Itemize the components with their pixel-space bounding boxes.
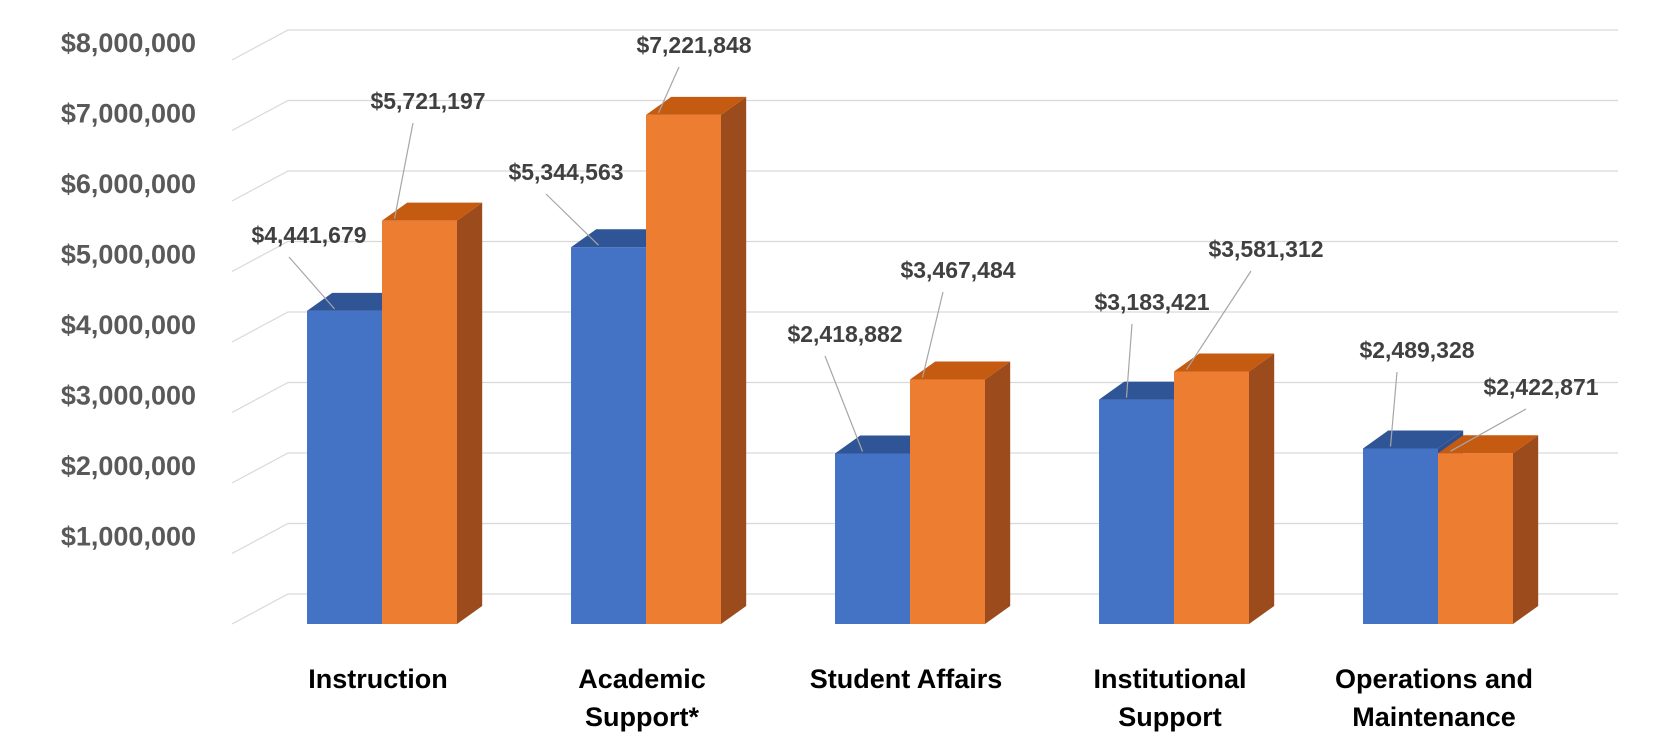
label-leader-line bbox=[1450, 408, 1527, 452]
label-leader-line bbox=[393, 122, 414, 219]
bar bbox=[646, 96, 747, 625]
label-leaders bbox=[288, 66, 1527, 452]
bar-front bbox=[1099, 399, 1174, 624]
category-label: Operations and bbox=[1335, 664, 1533, 694]
bar-front bbox=[571, 247, 646, 624]
bar-side bbox=[1249, 353, 1275, 624]
bar-front bbox=[1363, 448, 1438, 624]
bar-side bbox=[1513, 435, 1539, 624]
gridline bbox=[231, 170, 1618, 202]
label-leader-line bbox=[288, 256, 335, 310]
label-leader-line bbox=[921, 291, 944, 378]
y-axis: $1,000,000 $2,000,000 $3,000,000 $4,000,000… bbox=[61, 28, 196, 552]
label-leader-line bbox=[1389, 371, 1398, 447]
y-tick-label: $2,000,000 bbox=[61, 451, 196, 481]
bar bbox=[1174, 353, 1275, 624]
bar-top bbox=[910, 361, 1011, 380]
bar-side bbox=[457, 202, 483, 624]
data-label: $3,183,421 bbox=[1094, 289, 1209, 315]
gridline bbox=[231, 99, 1618, 132]
x-axis: Instruction Academic Support* Student Affai… bbox=[308, 664, 1533, 732]
data-label: $2,418,882 bbox=[787, 321, 902, 347]
bar bbox=[910, 361, 1011, 624]
bar-top bbox=[1174, 353, 1275, 372]
bars bbox=[307, 96, 1539, 625]
bar-front bbox=[307, 310, 382, 624]
bar-side bbox=[721, 96, 747, 624]
category-label: Instruction bbox=[308, 664, 448, 694]
bar-front bbox=[382, 220, 457, 624]
data-label: $5,344,563 bbox=[508, 159, 623, 185]
y-tick-label: $3,000,000 bbox=[61, 381, 196, 411]
bar-front bbox=[835, 453, 910, 624]
y-tick-label: $1,000,000 bbox=[61, 522, 196, 552]
gridline bbox=[231, 29, 1618, 61]
label-leader-line bbox=[657, 66, 680, 114]
data-labels: $4,441,679 $5,721,197 $5,344,563 $7,221,848… bbox=[251, 32, 1598, 400]
data-label: $3,581,312 bbox=[1208, 236, 1323, 262]
bar-front bbox=[1174, 371, 1249, 624]
bar-top bbox=[382, 202, 483, 221]
label-leader-line bbox=[1185, 270, 1252, 370]
gridline bbox=[231, 311, 1618, 343]
y-tick-label: $5,000,000 bbox=[61, 240, 196, 270]
category-label: Maintenance bbox=[1352, 702, 1516, 732]
category-label: Institutional bbox=[1094, 664, 1247, 694]
label-leader-line bbox=[824, 355, 864, 452]
gridline bbox=[231, 240, 1618, 273]
category-label: Student Affairs bbox=[810, 664, 1003, 694]
bar-top bbox=[646, 96, 747, 115]
bar-top bbox=[1438, 435, 1539, 454]
y-tick-label: $7,000,000 bbox=[61, 99, 196, 129]
category-label: Academic bbox=[578, 664, 706, 694]
gridlines bbox=[231, 29, 1618, 625]
data-label: $5,721,197 bbox=[370, 88, 485, 114]
y-tick-label: $8,000,000 bbox=[61, 28, 196, 58]
bar bbox=[382, 202, 483, 624]
data-label: $2,422,871 bbox=[1483, 374, 1598, 400]
bar-front bbox=[646, 114, 721, 625]
bar-front bbox=[910, 379, 985, 624]
data-label: $4,441,679 bbox=[251, 222, 366, 248]
category-label: Support* bbox=[585, 702, 699, 732]
data-label: $2,489,328 bbox=[1359, 337, 1474, 363]
bar-front bbox=[1438, 453, 1513, 624]
y-tick-label: $4,000,000 bbox=[61, 310, 196, 340]
label-leader-line bbox=[1125, 323, 1133, 398]
category-label: Support bbox=[1118, 702, 1221, 732]
data-label: $3,467,484 bbox=[900, 257, 1015, 283]
y-tick-label: $6,000,000 bbox=[61, 169, 196, 199]
data-label: $7,221,848 bbox=[636, 32, 751, 58]
bar-top bbox=[1363, 430, 1464, 449]
label-leader-line bbox=[545, 193, 599, 246]
bar bbox=[1438, 435, 1539, 624]
bar-side bbox=[985, 361, 1011, 624]
